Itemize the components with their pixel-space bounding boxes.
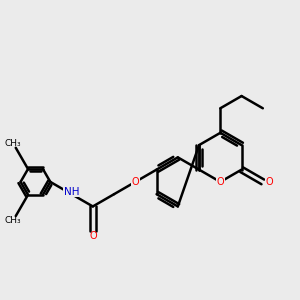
Text: O: O [265, 177, 273, 187]
Text: CH₃: CH₃ [5, 139, 22, 148]
Text: O: O [89, 231, 97, 242]
Text: O: O [131, 177, 139, 187]
Text: O: O [217, 177, 224, 187]
Text: CH₃: CH₃ [5, 216, 22, 225]
Text: NH: NH [64, 187, 79, 197]
